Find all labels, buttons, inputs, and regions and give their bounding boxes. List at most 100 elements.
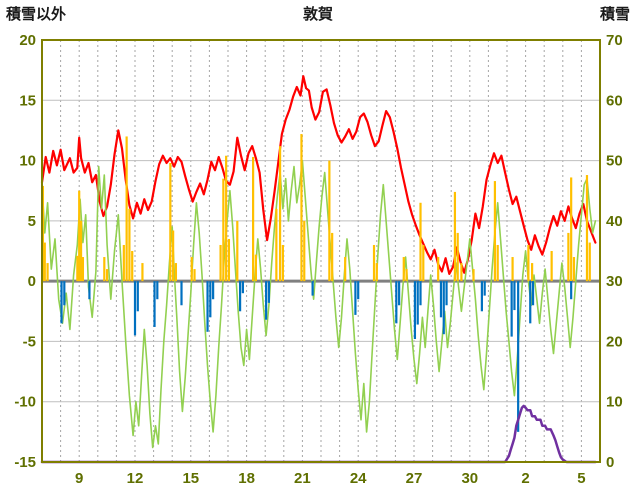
blue_bars-bar <box>88 281 91 300</box>
orange_bars-bar <box>219 244 222 282</box>
blue_bars-bar <box>209 281 212 318</box>
orange_bars-bar <box>453 191 457 282</box>
orange_bars-bar <box>531 263 534 282</box>
orange_bars-bar <box>125 136 128 282</box>
orange_bars-bar <box>460 263 463 282</box>
red_line <box>40 75 597 275</box>
orange_bars-bar <box>103 257 106 282</box>
orange_bars-bar <box>169 162 172 282</box>
orange_bars-bar <box>278 146 282 282</box>
blue_bars-bar <box>416 281 419 325</box>
orange_bars-bar <box>511 257 514 282</box>
orange_bars-bar <box>303 220 306 282</box>
y-left-tick-label: -10 <box>14 394 36 411</box>
orange_bars-bar <box>131 251 134 282</box>
blue_bars-bar <box>419 281 422 306</box>
orange_bars-bar <box>81 257 85 282</box>
orange_bars-bar <box>402 257 405 282</box>
blue_bars-bar <box>311 281 314 296</box>
y-right-tick-label: 50 <box>606 153 623 170</box>
blue_bars-bar <box>63 281 66 306</box>
chart-title: 敦賀 <box>302 6 333 23</box>
blue_bars-bar <box>413 281 417 340</box>
orange_bars-bar <box>527 244 530 282</box>
orange_bars-bar <box>372 244 376 282</box>
orange_bars-bar <box>128 208 131 282</box>
x-tick-label: 12 <box>127 470 144 487</box>
blue_bars-bar <box>439 281 443 318</box>
blue_bars-bar <box>354 281 357 315</box>
blue_bars-bar <box>513 281 516 311</box>
blue_bars-bar <box>480 281 483 312</box>
orange_bars-bar <box>300 134 303 282</box>
y-left-tick-label: 5 <box>28 213 36 230</box>
y-right-tick-label: 20 <box>606 333 623 350</box>
orange_bars-bar <box>46 263 49 282</box>
orange_bars-bar <box>222 178 225 282</box>
x-tick-label: 21 <box>294 470 311 487</box>
y-right-tick-label: 40 <box>606 213 623 230</box>
orange_bars-bar <box>437 257 440 282</box>
y-left-tick-label: 20 <box>19 32 36 49</box>
orange_bars-bar <box>405 269 408 282</box>
orange_bars-bar <box>76 255 79 282</box>
orange_bars-bar <box>550 251 553 282</box>
y-right-tick-label: 10 <box>606 394 623 411</box>
blue_bars-bar <box>483 281 486 296</box>
orange_bars-bar <box>328 160 331 282</box>
right-axis-title: 積雪 <box>599 6 630 23</box>
y-left-tick-label: -5 <box>23 333 36 350</box>
orange_bars-bar <box>174 263 178 282</box>
x-tick-label: 9 <box>75 470 83 487</box>
orange_bars-bar <box>344 257 347 282</box>
orange_bars-bar <box>588 242 591 282</box>
orange_bars-bar <box>141 263 144 282</box>
blue_bars-bar <box>153 281 156 327</box>
y-right-tick-label: 30 <box>606 273 623 290</box>
orange_bars-bar <box>106 269 109 282</box>
x-tick-label: 24 <box>350 470 367 487</box>
orange_bars-bar <box>493 181 497 282</box>
y-left-tick-label: 0 <box>28 273 36 290</box>
orange_bars-bar <box>225 155 228 282</box>
orange_bars-bar <box>122 244 125 282</box>
orange_bars-bar <box>172 230 175 282</box>
orange_bars-bar <box>43 242 46 282</box>
blue_bars-bar <box>442 281 445 335</box>
blue_bars-bar <box>267 281 271 303</box>
y-left-tick-label: -15 <box>14 454 36 471</box>
x-tick-label: 18 <box>238 470 255 487</box>
blue_bars-bar <box>212 281 215 300</box>
blue_bars-bar <box>238 281 242 312</box>
orange_bars-bar <box>331 232 334 282</box>
blue_bars-bar <box>529 281 532 324</box>
orange_bars-bar <box>472 269 475 282</box>
blue_bars-bar <box>517 281 520 432</box>
orange_bars-bar <box>227 238 231 282</box>
x-tick-label: 2 <box>521 470 529 487</box>
orange_bars-bar <box>422 244 425 282</box>
orange_bars-bar <box>78 190 81 282</box>
orange_bars-bar <box>585 175 589 282</box>
orange_bars-bar <box>375 263 378 282</box>
orange_bars-bar <box>190 257 193 282</box>
blue_bars-bar <box>136 281 139 312</box>
orange_bars-bar <box>275 208 278 282</box>
blue_bars-bar <box>180 281 183 306</box>
orange_bars-bar <box>496 244 499 282</box>
orange_bars-bar <box>252 156 255 282</box>
orange_bars-bar <box>281 244 284 282</box>
blue_bars-bar <box>156 281 159 300</box>
orange_bars-bar <box>572 257 576 282</box>
orange_bars-bar <box>570 177 573 282</box>
orange_bars-bar <box>193 269 196 282</box>
orange_bars-bar <box>236 220 239 282</box>
x-tick-label: 5 <box>577 470 585 487</box>
blue_bars-bar <box>531 281 535 306</box>
orange_bars-bar <box>79 220 83 282</box>
blue_bars-bar <box>265 281 268 320</box>
x-tick-label: 30 <box>461 470 478 487</box>
blue_bars-bar <box>357 281 360 300</box>
